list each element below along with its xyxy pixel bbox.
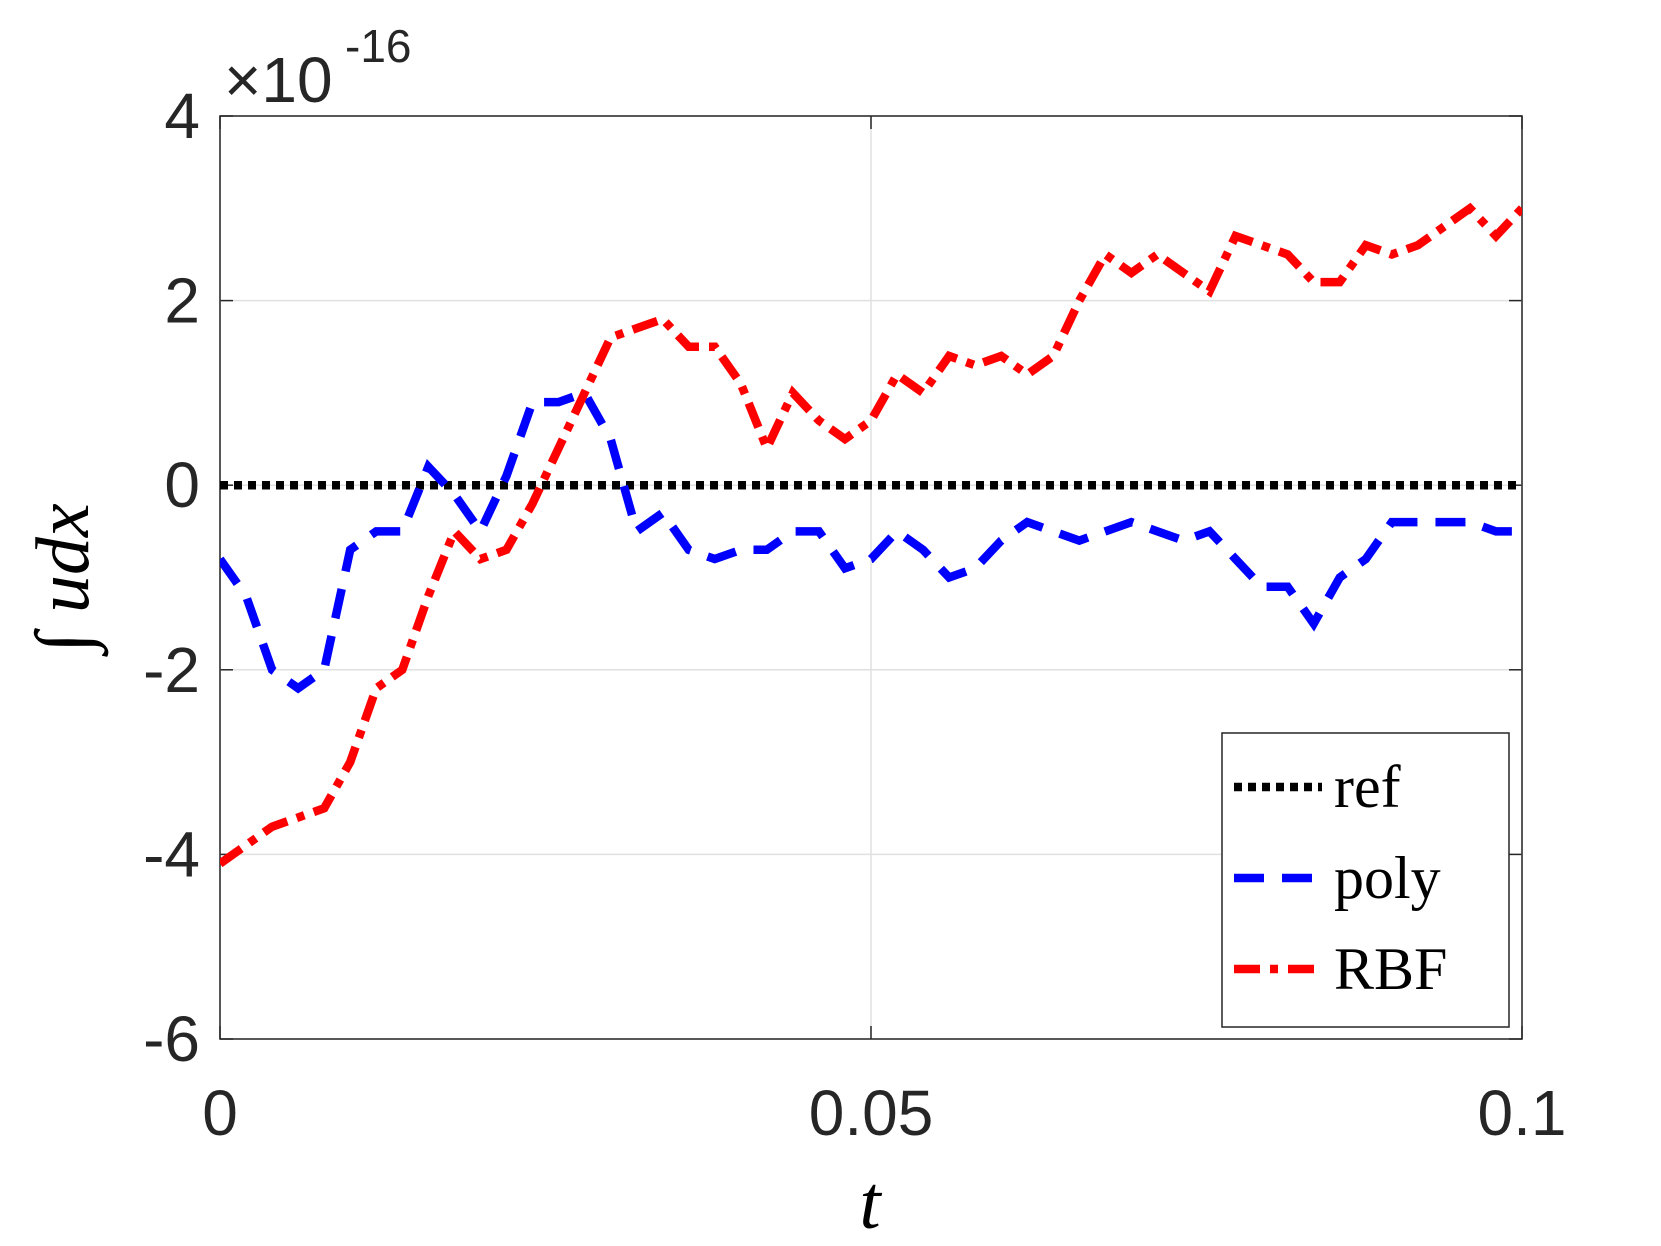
legend-label: RBF <box>1334 936 1447 1002</box>
legend-label: poly <box>1334 845 1441 911</box>
y-tick-label: 0 <box>164 449 200 521</box>
x-tick-label: 0.1 <box>1478 1077 1567 1149</box>
y-multiplier-exponent: -16 <box>345 20 411 72</box>
axes-box <box>219 115 1523 1040</box>
legend-label: ref <box>1334 754 1401 820</box>
y-tick-label: 2 <box>164 265 200 337</box>
y-tick-label: 4 <box>164 80 200 152</box>
x-tick-label: 0 <box>202 1077 238 1149</box>
x-tick-label: 0.05 <box>809 1077 934 1149</box>
y-tick-label: -2 <box>143 634 200 706</box>
series-line <box>220 202 1522 868</box>
legend-box <box>1221 732 1510 1028</box>
y-tick-label: -6 <box>143 1003 200 1075</box>
x-axis-label: t <box>859 1161 882 1245</box>
y-multiplier: ×10 <box>224 44 333 116</box>
series-line <box>220 387 1522 694</box>
y-tick-label: -4 <box>143 818 200 890</box>
y-axis-label: ∫ udx <box>21 503 109 657</box>
